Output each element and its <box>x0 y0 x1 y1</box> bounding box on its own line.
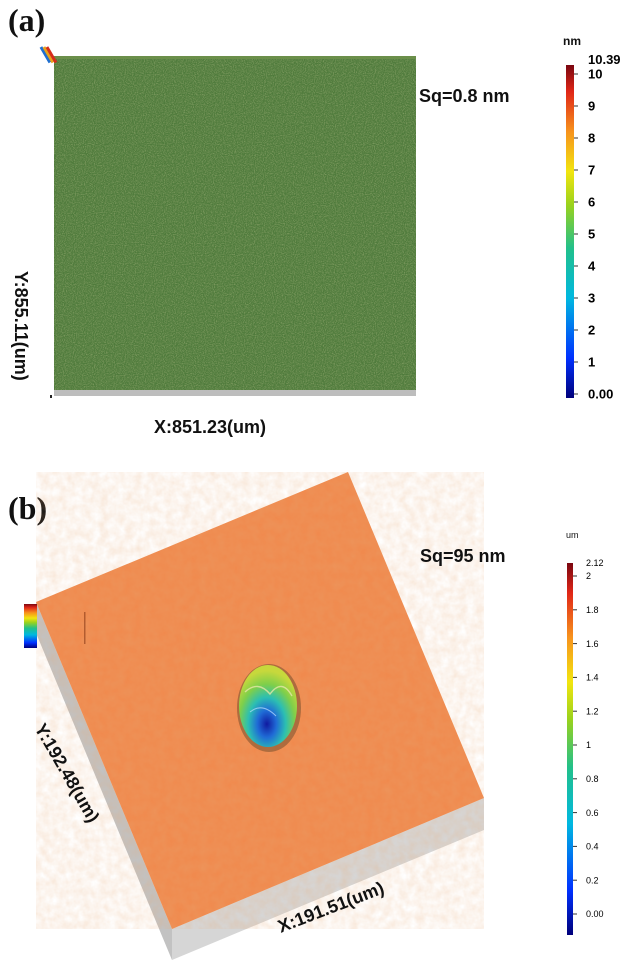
colorbar-b-unit: um <box>566 530 579 540</box>
colorbar-a-tick-label: 10 <box>588 67 602 82</box>
colorbar-a-tick-label: 3 <box>588 291 595 306</box>
colorbar-a-unit: nm <box>563 34 581 48</box>
axis-triad-icon <box>39 46 58 64</box>
orientation-legend-icon <box>24 604 37 648</box>
colorbar-b-tick-label: 1 <box>586 740 591 750</box>
panel-b-label: (b) <box>8 490 48 526</box>
surface-a-top-edge <box>54 56 416 59</box>
colorbar-b-tick-label: 1.4 <box>586 673 599 683</box>
roughness-a: Sq=0.8 nm <box>419 86 510 106</box>
colorbar-b-tick-label: 1.6 <box>586 639 599 649</box>
colorbar-b-ticks: 2.12 2 1.8 1.6 1.4 1.2 1 0.8 0.6 0.4 0.2 0.00 <box>573 558 604 919</box>
colorbar-a-tick-label: 1 <box>588 355 595 370</box>
surface-b-front-wall <box>172 798 484 960</box>
colorbar-b-max-label: 2.12 <box>586 558 604 568</box>
colorbar-a-max-label: 10.39 <box>588 52 621 67</box>
y-axis-label-a: Y:855.11(um) <box>11 271 31 381</box>
colorbar-b-tick-label: 0.2 <box>586 875 599 885</box>
colorbar-b-tick-label: 0.4 <box>586 842 599 852</box>
panel-a-label: (a) <box>8 2 46 38</box>
colorbar-a-tick-label: 7 <box>588 163 595 178</box>
colorbar-a-tick-label: 2 <box>588 323 595 338</box>
scratch-mark <box>84 612 86 644</box>
pit-defect <box>237 664 301 752</box>
colorbar-a-tick-label: 5 <box>588 227 595 242</box>
panel-b-graphic: 2.12 2 1.8 1.6 1.4 1.2 1 0.8 0.6 0.4 0.2 0.00 <box>24 472 604 960</box>
colorbar-a-tick-label: 0.00 <box>588 387 613 402</box>
colorbar-b-tick-label: 0.00 <box>586 909 604 919</box>
colorbar-b-tick-label: 1.2 <box>586 706 599 716</box>
panel-a: (a) <box>0 0 630 470</box>
colorbar-a-tick-label: 4 <box>588 259 596 274</box>
colorbar-a-tick-label: 8 <box>588 131 595 146</box>
colorbar-b <box>567 563 573 935</box>
surface-b-left-wall <box>36 602 172 960</box>
axis-origin-mark <box>50 395 52 398</box>
panel-b: (b) <box>0 472 630 969</box>
colorbar-a-tick-label: 9 <box>588 99 595 114</box>
colorbar-b-tick-label: 2 <box>586 571 591 581</box>
colorbar-a <box>566 65 574 398</box>
colorbar-b-tick-label: 0.8 <box>586 774 599 784</box>
x-axis-label-a: X:851.23(um) <box>154 417 267 437</box>
surface-a-side <box>54 388 416 396</box>
colorbar-b-tick-label: 1.8 <box>586 605 599 615</box>
colorbar-a-tick-label: 6 <box>588 195 595 210</box>
colorbar-b-tick-label: 0.6 <box>586 808 599 818</box>
surface-a-texture <box>54 58 416 390</box>
roughness-b: Sq=95 nm <box>420 546 506 566</box>
